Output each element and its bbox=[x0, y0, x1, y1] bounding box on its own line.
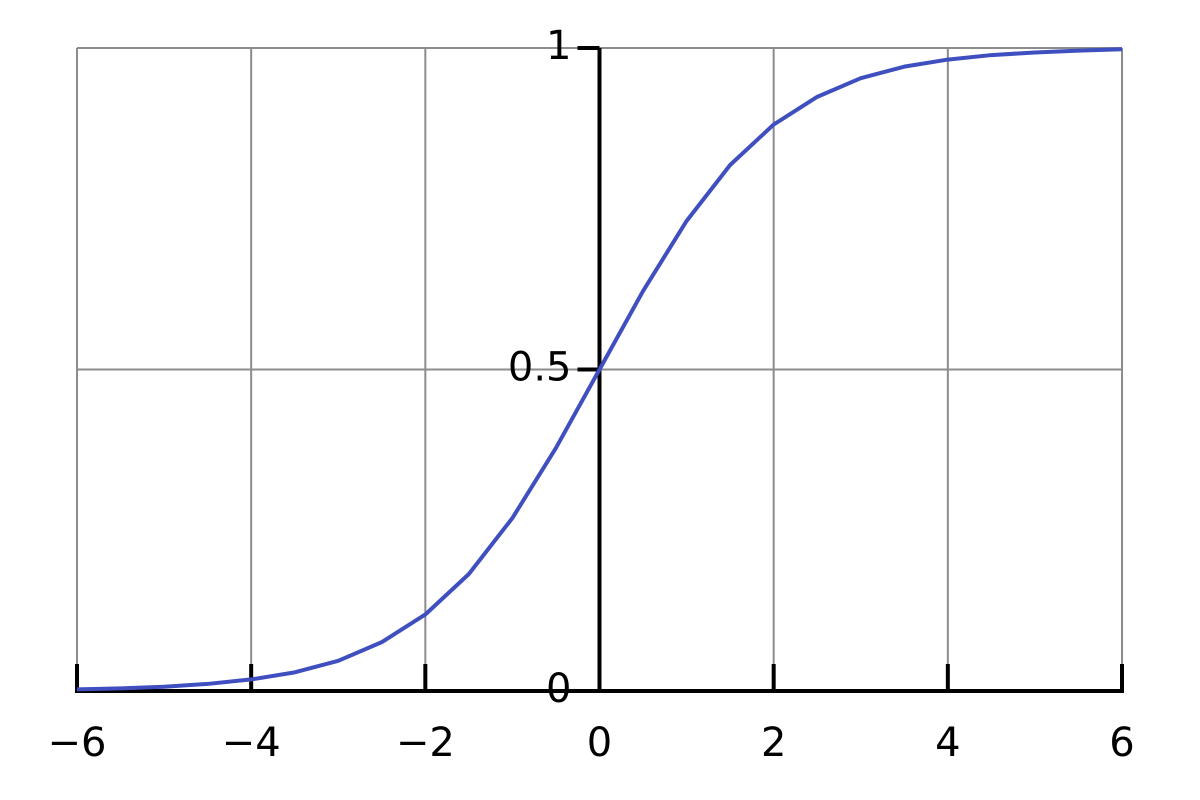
x-tick-label: 4 bbox=[935, 720, 960, 766]
y-tick-label: 0 bbox=[546, 666, 571, 712]
x-tick-label: −6 bbox=[48, 720, 107, 766]
x-tick-label: 6 bbox=[1109, 720, 1134, 766]
y-tick-label: 1 bbox=[546, 23, 571, 69]
x-tick-label: −4 bbox=[222, 720, 281, 766]
y-tick-label: 0.5 bbox=[508, 345, 572, 391]
data-line bbox=[76, 47, 1123, 692]
x-tick-label: −2 bbox=[396, 720, 455, 766]
x-tick-label: 0 bbox=[587, 720, 612, 766]
x-tick-label: 2 bbox=[761, 720, 786, 766]
